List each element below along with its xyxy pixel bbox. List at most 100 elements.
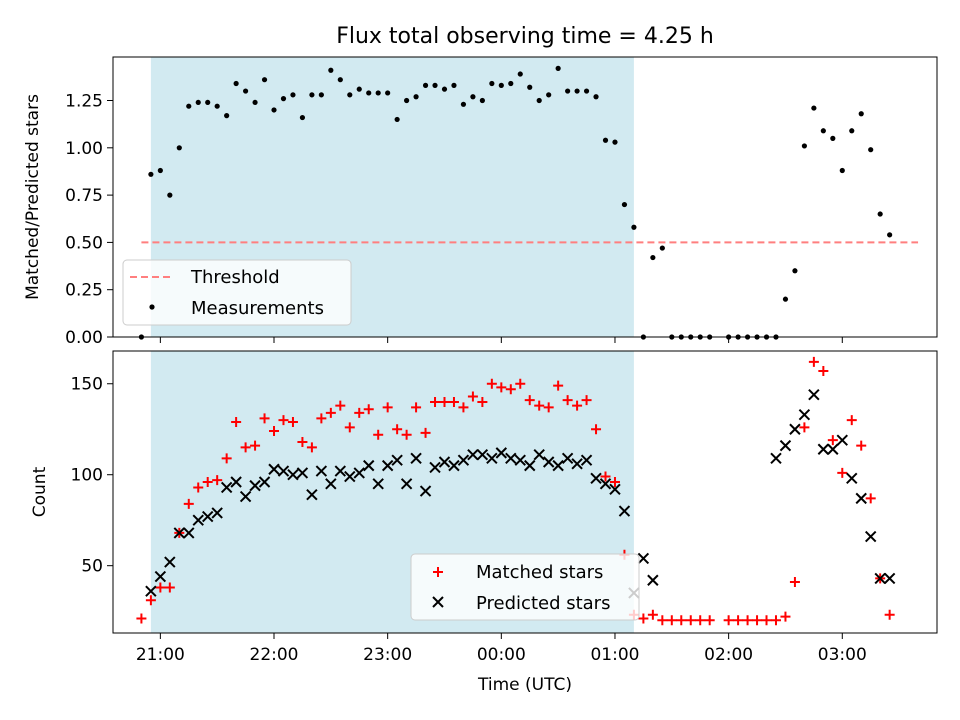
predicted-star-point [400,478,413,490]
x-tick-label: 23:00 [363,645,412,665]
measurement-point [887,232,893,238]
matched-star-point [231,416,242,427]
measurement-point [157,167,163,174]
matched-star-point [704,615,715,626]
matched-star-point [837,467,848,478]
measurement-point [290,92,296,98]
predicted-star-point [486,452,498,465]
matched-star-point [761,615,772,626]
y-tick-label: 100 [71,466,103,486]
matched-star-point [600,471,611,482]
predicted-star-point [770,452,782,465]
predicted-star-point [448,459,460,472]
predicted-star-point [561,452,574,465]
x-tick-label: 21:00 [136,645,185,665]
matched-star-point [808,356,819,367]
y-tick-label: 1.25 [65,92,103,112]
predicted-star-point [438,456,451,468]
predicted-star-point [647,574,659,586]
matched-star-point [496,382,507,393]
x-tick-label: 02:00 [704,645,753,665]
measurement-point [176,145,182,151]
measurement-point [527,84,533,90]
predicted-star-point [296,467,309,479]
predicted-star-point [220,481,233,494]
measurement-point [820,128,826,134]
measurement-point [195,99,201,106]
predicted-star-point [798,408,811,421]
matched-star-point [572,400,583,411]
measurement-point [612,139,618,145]
matched-star-point [553,380,564,391]
measurement-point [546,92,552,98]
matched-star-point [752,615,763,626]
matched-star-point [780,611,791,622]
matched-star-point [884,609,895,620]
matched-star-point [865,493,876,504]
matched-star-point [562,395,573,406]
x-tick-label: 00:00 [477,645,526,665]
measurement-point [337,77,343,83]
matched-star-point [448,396,459,407]
measurement-point [432,82,438,88]
measurement-point [148,171,154,177]
predicted-star-point [571,458,583,470]
matched-star-point [477,396,488,407]
predicted-star-point [817,443,830,455]
predicted-star-point [211,507,223,519]
x-tick-label: 03:00 [818,645,867,665]
matched-star-point [638,613,649,624]
measurement-point [413,94,419,100]
y-tick-label: 150 [71,375,103,395]
y-tick-label: 50 [81,557,103,577]
measurement-point [214,103,220,109]
matched-star-point [136,613,147,624]
predicted-star-point [637,552,650,565]
matched-star-point [269,426,280,437]
predicted-star-point [410,452,422,465]
matched-star-point [212,475,223,486]
measurement-point [517,71,523,77]
matched-star-point [676,615,687,626]
predicted-star-point [827,443,839,455]
y-tick-label: 0.00 [65,328,103,348]
measurement-point [167,192,173,198]
predicted-star-point [495,447,508,459]
measurement-point [422,82,429,88]
predicted-star-point [779,439,792,452]
predicted-star-point [542,456,555,468]
predicted-star-point [344,470,356,483]
matched-star-point [742,615,753,626]
matched-star-point [221,453,232,464]
predicted-star-point [202,510,214,523]
measurement-point [583,88,590,94]
predicted-star-point [287,469,299,481]
matched-star-point [193,482,204,493]
measurement-point [801,143,808,149]
legend-measurements-label: Measurements [191,298,324,319]
matched-star-point [240,442,251,453]
matched-star-point [799,422,810,433]
legend-matched-label: Matched stars [476,562,603,583]
predicted-star-point [391,454,403,466]
measurement-point [659,245,665,251]
matched-star-point [325,407,336,418]
predicted-star-point [467,448,479,461]
matched-star-point [306,442,317,453]
matched-star-point [411,402,422,413]
matched-star-point [259,413,270,424]
measurement-point [404,97,410,104]
matched-star-point [401,429,412,440]
matched-star-point [856,440,867,451]
legend-predicted-label: Predicted stars [476,593,610,614]
predicted-star-point [192,514,204,526]
predicted-star-point [874,572,886,585]
matched-star-point [344,422,355,433]
matched-star-point [467,391,478,402]
predicted-star-point [154,570,167,583]
matched-star-point [297,436,308,447]
matched-star-point [183,498,194,509]
matched-star-point [155,582,166,593]
legend: Matched stars Predicted stars [410,553,640,621]
